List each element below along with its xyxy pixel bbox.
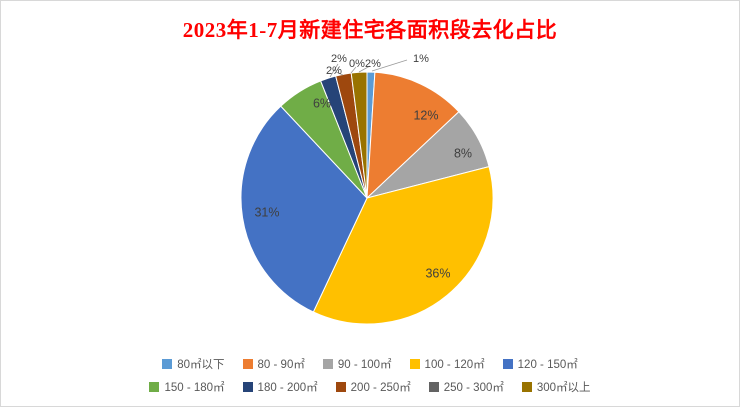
legend-label: 100 - 120㎡ [424, 359, 485, 371]
legend-item-7: 200 - 250㎡ [335, 379, 411, 395]
legend-item-8: 250 - 300㎡ [428, 379, 504, 395]
pie-percent-label-9: 2% [365, 58, 381, 70]
legend-label: 250 - 300㎡ [443, 382, 504, 394]
legend-label: 80 - 90㎡ [257, 359, 305, 371]
legend-item-3: 100 - 120㎡ [409, 356, 485, 372]
pie-percent-label-5: 6% [313, 96, 331, 110]
label-leader-line [358, 65, 371, 73]
legend-swatch-icon [322, 359, 333, 369]
legend-label: 90 - 100㎡ [337, 359, 392, 371]
legend-item-9: 300㎡以上 [521, 379, 591, 395]
pie-percent-label-7: 2% [326, 65, 342, 77]
label-leader-line [335, 71, 344, 76]
legend-swatch-icon [149, 382, 160, 392]
legend-swatch-icon [521, 382, 532, 392]
legend-item-5: 150 - 180㎡ [149, 379, 225, 395]
label-leader-line [350, 66, 357, 74]
pie-percent-label-1: 12% [413, 108, 438, 122]
legend-label: 200 - 250㎡ [350, 382, 411, 394]
legend-row-1: 80㎡以下 80 - 90㎡ 90 - 100㎡ 100 - 120㎡ 120 - 15… [162, 356, 578, 372]
pie-percent-label-6: 2% [331, 53, 347, 65]
legend-label: 180 - 200㎡ [257, 382, 318, 394]
legend-swatch-icon [242, 359, 253, 369]
pie-percent-label-3: 36% [425, 266, 450, 280]
chart-legend: 80㎡以下 80 - 90㎡ 90 - 100㎡ 100 - 120㎡ 120 - 15… [1, 356, 739, 395]
legend-label: 300㎡以上 [536, 382, 591, 394]
legend-swatch-icon [162, 359, 173, 369]
legend-swatch-icon [428, 382, 439, 392]
pie-percent-label-8: 0% [349, 58, 365, 70]
pie-percent-label-2: 8% [454, 146, 472, 160]
legend-item-0: 80㎡以下 [162, 356, 225, 372]
pie-percent-label-0: 1% [413, 53, 429, 65]
legend-swatch-icon [502, 359, 513, 369]
chart-title: 2023年1-7月新建住宅各面积段去化占比 [182, 18, 558, 42]
pie-slice-4 [240, 105, 368, 313]
legend-item-2: 90 - 100㎡ [322, 356, 392, 372]
legend-label: 150 - 180㎡ [164, 382, 225, 394]
legend-swatch-icon [242, 382, 253, 392]
legend-item-4: 120 - 150㎡ [502, 356, 578, 372]
legend-swatch-icon [409, 359, 420, 369]
legend-swatch-icon [335, 382, 346, 392]
legend-item-6: 180 - 200㎡ [242, 379, 318, 395]
pie-chart: 12%8%36%31%6%1%2%2%0% 2% [240, 53, 494, 325]
pie-slice-3 [312, 166, 494, 325]
legend-row-2: 150 - 180㎡ 180 - 200㎡ 200 - 250㎡ 250 - 300㎡… [149, 379, 591, 395]
legend-label: 120 - 150㎡ [517, 359, 578, 371]
label-leader-line [371, 59, 408, 72]
pie-percent-label-4: 31% [254, 205, 279, 219]
legend-label: 80㎡以下 [177, 359, 225, 371]
label-leader-line [329, 63, 339, 78]
pie-slice-1 [366, 71, 460, 200]
legend-item-1: 80 - 90㎡ [242, 356, 305, 372]
